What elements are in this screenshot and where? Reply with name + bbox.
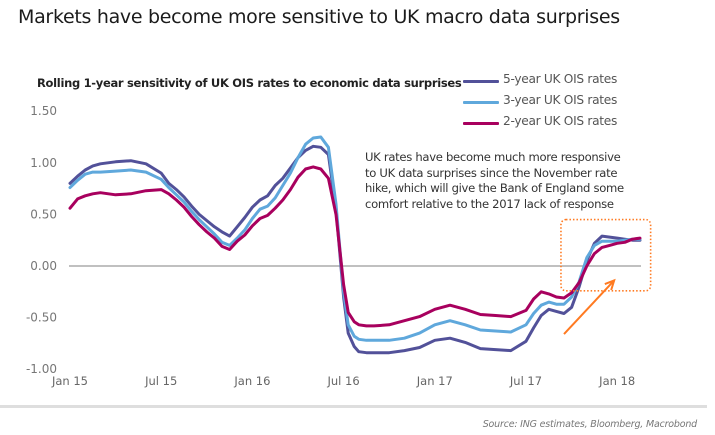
y-tick-label: -1.00	[26, 362, 57, 376]
x-tick-label: Jul 16	[327, 374, 360, 388]
source-note: Source: ING estimates, Bloomberg, Macrob…	[482, 419, 697, 430]
legend-label-5y: 5-year UK OIS rates	[503, 72, 617, 86]
arrow-icon	[563, 278, 616, 335]
x-tick-label: Jan 17	[416, 374, 453, 388]
annotation-line: to UK data surprises since the November …	[365, 165, 618, 180]
annotation-line: hike, which will give the Bank of Englan…	[365, 181, 624, 196]
legend-swatch-3y	[463, 101, 499, 104]
highlight-box	[560, 218, 652, 292]
y-tick-label: -0.50	[26, 311, 57, 325]
x-tick-label: Jul 17	[509, 374, 542, 388]
y-tick-label: 0.00	[30, 259, 57, 273]
y-tick-label: 1.50	[30, 104, 57, 118]
y-tick-label: 1.00	[30, 156, 57, 170]
x-tick-label: Jul 15	[144, 374, 177, 388]
arrow-head	[604, 278, 616, 291]
series-lines	[68, 135, 642, 355]
x-tick-label: Jan 18	[598, 374, 635, 388]
legend-swatch-5y	[463, 80, 499, 83]
legend-label-3y: 3-year UK OIS rates	[503, 93, 617, 107]
chart-annotation: UK rates have become much more responsiv…	[365, 150, 665, 212]
chart-title: Markets have become more sensitive to UK…	[18, 6, 620, 28]
annotation-line: UK rates have become much more responsiv…	[365, 150, 621, 164]
legend-swatch-2y	[463, 122, 499, 125]
separator	[0, 405, 707, 408]
series-line-2y	[68, 165, 642, 328]
x-axis: Jan 15 Jul 15 Jan 16 Jul 16 Jan 17 Jul 17 Jan …	[51, 374, 635, 388]
chart-subtitle: Rolling 1-year sensitivity of UK OIS rat…	[37, 76, 462, 90]
annotation-line: comfort relative to the 2017 lack of res…	[365, 196, 614, 211]
legend-label-2y: 2-year UK OIS rates	[503, 114, 617, 128]
arrow-shaft	[563, 279, 615, 335]
x-tick-label: Jan 16	[233, 374, 270, 388]
series-line-3y	[68, 135, 642, 342]
y-axis: 1.50 1.00 0.50 0.00 -0.50 -1.00	[26, 104, 57, 376]
x-tick-label: Jan 15	[51, 374, 88, 388]
y-tick-label: 0.50	[30, 207, 57, 221]
